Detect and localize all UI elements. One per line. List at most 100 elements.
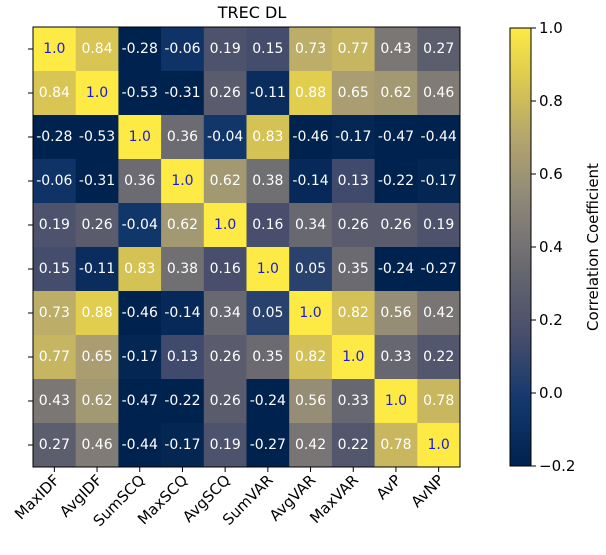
heatmap-cell-2-5	[246, 115, 290, 160]
colorbar-tick-label-2: 0.2	[539, 311, 563, 329]
heatmap-cell-9-2	[118, 423, 162, 468]
cell-value-1-9: 0.46	[423, 85, 454, 101]
cell-value-1-7: 0.65	[338, 85, 369, 101]
cell-value-1-5: -0.11	[250, 85, 286, 101]
heatmap-cells	[33, 27, 461, 468]
cell-value-3-8: -0.22	[378, 173, 414, 189]
heatmap-cell-0-4	[203, 27, 247, 72]
cell-value-3-1: -0.31	[79, 173, 115, 189]
heatmap-cell-9-1	[75, 423, 119, 468]
cell-value-3-7: 0.13	[338, 173, 369, 189]
cell-value-4-2: -0.04	[122, 217, 158, 233]
heatmap-cell-9-8	[374, 423, 418, 468]
heatmap-cell-3-9	[417, 159, 461, 204]
heatmap-cell-3-3	[161, 159, 205, 204]
cell-value-7-6: 0.82	[295, 349, 326, 365]
heatmap-cell-0-7	[331, 27, 376, 72]
cell-value-3-6: -0.14	[292, 173, 328, 189]
cell-value-9-9: 1.0	[428, 437, 450, 453]
heatmap-cell-0-6	[289, 27, 333, 72]
heatmap-cell-0-0	[33, 27, 77, 72]
heatmap-cell-0-5	[246, 27, 290, 72]
heatmap-cell-5-3	[161, 247, 205, 292]
cell-value-2-7: -0.17	[335, 129, 371, 145]
cell-value-6-3: -0.14	[164, 305, 200, 321]
heatmap-cell-0-9	[417, 27, 461, 72]
colorbar-ticks: −0.2 0.0 0.2 0.4 0.6 0.8 1.0	[531, 19, 575, 475]
heatmap-cell-6-7	[331, 291, 376, 336]
heatmap-cell-4-6	[289, 203, 333, 248]
cell-value-4-1: 0.26	[81, 217, 112, 233]
cell-value-5-7: 0.35	[338, 261, 369, 277]
heatmap-cell-2-7	[331, 115, 376, 160]
heatmap-cell-7-3	[161, 335, 205, 380]
heatmap-cell-2-6	[289, 115, 333, 160]
cell-value-3-5: 0.38	[252, 173, 283, 189]
colorbar-label: Correlation Coefficient	[584, 163, 602, 331]
heatmap-cell-0-3	[161, 27, 205, 72]
heatmap-cell-3-6	[289, 159, 333, 204]
cell-value-6-0: 0.73	[39, 305, 70, 321]
cell-value-9-7: 0.22	[338, 437, 369, 453]
cell-value-0-8: 0.43	[380, 41, 411, 57]
cell-value-5-0: 0.15	[39, 261, 70, 277]
y-axis	[28, 48, 33, 446]
cell-value-3-4: 0.62	[210, 173, 241, 189]
heatmap-cell-8-6	[289, 379, 333, 424]
cell-value-1-3: -0.31	[164, 85, 200, 101]
heatmap-cell-8-4	[203, 379, 247, 424]
heatmap-cell-5-9	[417, 247, 461, 292]
cell-value-1-8: 0.62	[380, 85, 411, 101]
heatmap-cell-3-7	[331, 159, 376, 204]
cell-value-6-4: 0.34	[210, 305, 241, 321]
cell-value-5-1: -0.11	[79, 261, 115, 277]
heatmap-cell-7-4	[203, 335, 247, 380]
colorbar-tick-label-1: 0.0	[539, 384, 563, 402]
colorbar-tick-label-6: 1.0	[539, 19, 563, 37]
cell-value-0-9: 0.27	[423, 41, 454, 57]
heatmap-cell-9-5	[246, 423, 290, 468]
heatmap-cell-4-9	[417, 203, 461, 248]
heatmap-cell-2-0	[33, 115, 77, 160]
cell-value-7-8: 0.33	[380, 349, 411, 365]
colorbar-tick-label-5: 0.8	[539, 92, 563, 110]
cell-value-0-1: 0.84	[81, 41, 112, 57]
colorbar-tick-label-3: 0.4	[539, 238, 563, 256]
heatmap-cell-labels: 1.0 0.84 -0.28 -0.06 0.19 0.15 0.73 0.77 0.43 0.2…	[36, 41, 457, 453]
heatmap-cell-4-0	[33, 203, 77, 248]
heatmap-cell-1-1	[75, 71, 119, 116]
cell-value-3-0: -0.06	[36, 173, 72, 189]
cell-value-2-3: 0.36	[167, 129, 198, 145]
cell-value-7-2: -0.17	[122, 349, 158, 365]
heatmap-cell-7-5	[246, 335, 290, 380]
cell-value-7-1: 0.65	[81, 349, 112, 365]
heatmap-cell-6-0	[33, 291, 77, 336]
heatmap-cell-0-2	[118, 27, 162, 72]
cell-value-6-8: 0.56	[380, 305, 411, 321]
heatmap-cell-8-9	[417, 379, 461, 424]
heatmap-cell-3-0	[33, 159, 77, 204]
cell-value-0-4: 0.19	[210, 41, 241, 57]
cell-value-4-0: 0.19	[39, 217, 70, 233]
cell-value-9-2: -0.44	[122, 437, 158, 453]
cell-value-6-9: 0.42	[423, 305, 454, 321]
cell-value-2-1: -0.53	[79, 129, 115, 145]
cell-value-5-8: -0.24	[378, 261, 414, 277]
heatmap-cell-7-7	[331, 335, 376, 380]
cell-value-7-0: 0.77	[39, 349, 70, 365]
heatmap-cell-1-0	[33, 71, 77, 116]
heatmap-cell-1-7	[331, 71, 376, 116]
cell-value-8-7: 0.33	[338, 393, 369, 409]
heatmap-cell-4-2	[118, 203, 162, 248]
colorbar-tick-label-0: −0.2	[539, 457, 575, 475]
heatmap-cell-5-4	[203, 247, 247, 292]
heatmap-cell-9-0	[33, 423, 77, 468]
heatmap-cell-2-4	[203, 115, 247, 160]
colorbar: −0.2 0.0 0.2 0.4 0.6 0.8 1.0 Correlation Coeff…	[509, 19, 602, 475]
x-tick-label-8: AvP	[373, 471, 405, 503]
heatmap-cell-4-4	[203, 203, 247, 248]
cell-value-6-5: 0.05	[252, 305, 283, 321]
heatmap-cell-6-8	[374, 291, 418, 336]
cell-value-8-9: 0.78	[423, 393, 454, 409]
cell-value-1-2: -0.53	[122, 85, 158, 101]
